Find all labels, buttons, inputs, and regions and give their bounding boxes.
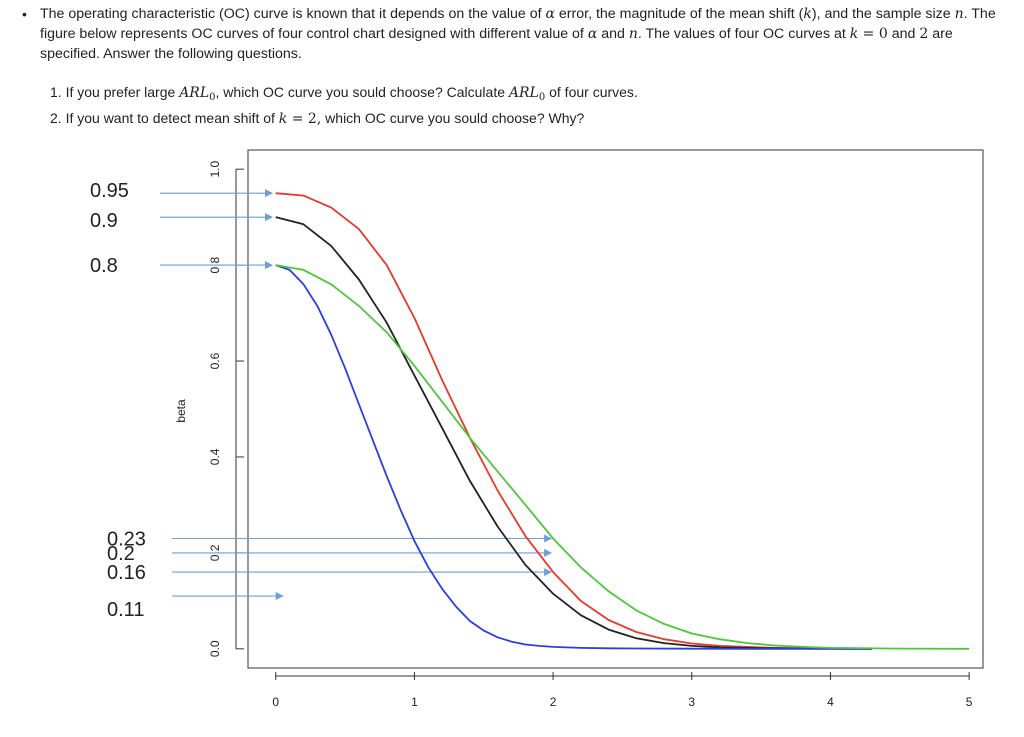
annotation-label: 0.95 (90, 180, 129, 202)
arl-symbol-2: ARL (508, 85, 539, 101)
x-tick-label: 5 (966, 695, 973, 709)
intro-text-3: ), and the sample size (811, 6, 955, 22)
y-tick-label: 1.0 (208, 161, 222, 178)
bullet-icon: • (22, 6, 27, 22)
intro-text-5: and (597, 26, 629, 42)
y-axis-label: beta (174, 399, 188, 423)
y-tick-label: 0.6 (208, 352, 222, 369)
y-axis: 0.00.20.40.60.81.0 (208, 161, 244, 657)
n-symbol: n (954, 6, 964, 22)
plot-frame (247, 149, 984, 669)
two-value: 2 (919, 26, 929, 42)
x-tick-label: 1 (411, 695, 418, 709)
intro-text-8: are specified. Answer the following ques… (40, 26, 953, 62)
annotation-label: 0.11 (107, 599, 144, 621)
x-axis: 0 1 2 3 4 5 (272, 672, 973, 709)
intro-text-1: The operating characteristic (OC) curve … (40, 6, 546, 22)
k-symbol-2: k (849, 26, 859, 42)
annotation-label: 0.16 (107, 562, 146, 584)
k-symbol-3: k (278, 111, 288, 127)
series-line-4 (275, 264, 970, 650)
y-tick-label: 0.0 (208, 640, 222, 657)
x-tick-label: 0 (272, 695, 279, 709)
n-symbol-2: n (628, 26, 638, 42)
alpha-symbol: α (545, 6, 555, 22)
annotation-label: 0.23 (107, 529, 146, 551)
eq-zero: = 0 (858, 26, 888, 42)
q1-text-b: , which OC curve you sould choose? Calcu… (215, 84, 509, 100)
x-tick-label: 3 (688, 695, 695, 709)
intro-text-6: . The values of four OC curves at (637, 26, 850, 42)
alpha-symbol-2: α (587, 26, 598, 42)
annotation-label: 0.2 (107, 543, 135, 565)
intro-paragraph: The operating characteristic (OC) curve … (40, 4, 1012, 64)
series-line-2 (275, 216, 873, 650)
arl-subscript-2: 0 (538, 92, 546, 103)
annotations: 0.95 0.9 0.8 0.230.20.16 0.11 (90, 180, 553, 621)
x-tick-label: 4 (827, 695, 834, 709)
q1-text-a: 1. If you prefer large (50, 84, 180, 100)
problem-statement: • The operating characteristic (OC) curv… (22, 4, 1012, 129)
intro-text-2: error, the magnitude of the mean shift ( (554, 6, 804, 22)
intro-text-7: and (887, 26, 920, 42)
annotation-label: 0.8 (90, 255, 118, 277)
q2-text-b: which OC curve you sould choose? Why? (321, 110, 585, 126)
annotation-label: 0.9 (90, 210, 118, 232)
arl-subscript: 0 (209, 92, 216, 103)
question-list: 1. If you prefer large ARL0, which OC cu… (50, 82, 1012, 129)
x-tick-label: 2 (550, 695, 557, 709)
arl-symbol: ARL (179, 85, 210, 101)
series-line-3 (275, 264, 873, 650)
y-tick-label: 0.4 (208, 448, 222, 465)
q1-text-c: of four curves. (545, 84, 638, 100)
q2-text-a: 2. If you want to detect mean shift of (50, 110, 279, 126)
intro-text-4: . The figure below represents OC curves … (40, 6, 996, 42)
series-group (275, 192, 970, 650)
intro-bullet-row: • The operating characteristic (OC) curv… (22, 4, 1012, 64)
k-symbol: k (803, 6, 812, 22)
k-eq-two: = 2, (287, 111, 322, 127)
question-2: 2. If you want to detect mean shift of k… (50, 108, 1012, 129)
question-1: 1. If you prefer large ARL0, which OC cu… (50, 82, 1012, 108)
